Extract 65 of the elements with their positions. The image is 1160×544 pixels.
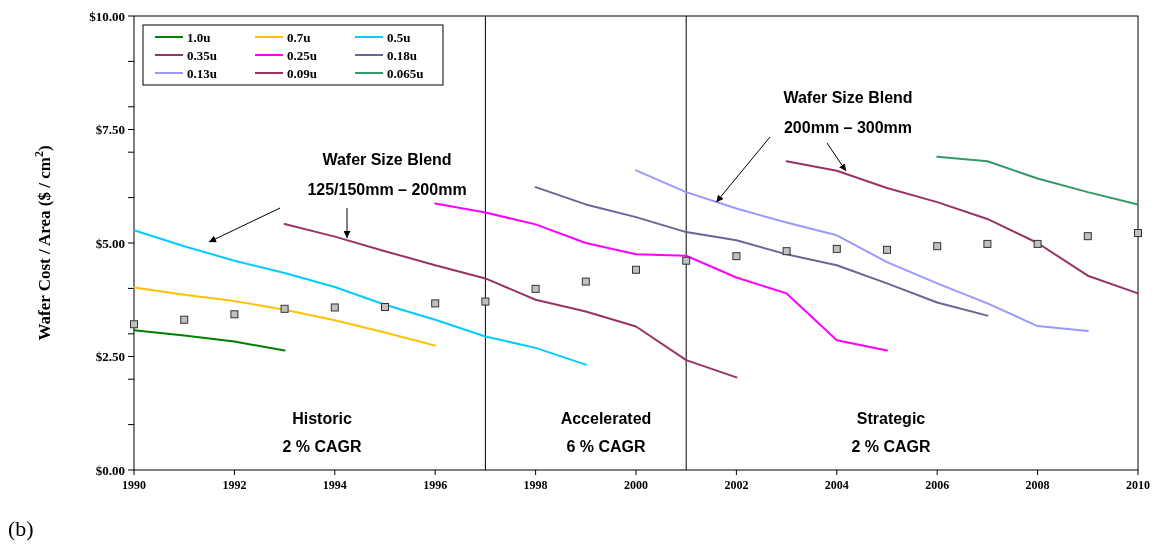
line-series xyxy=(133,286,437,347)
annotation: 125/150mm – 200mm xyxy=(307,181,467,198)
point xyxy=(481,297,490,306)
annotation: 2 % CAGR xyxy=(851,438,932,455)
y-tick-label: $5.00 xyxy=(95,235,125,251)
x-tick-label: 2006 xyxy=(925,478,950,492)
line-series xyxy=(635,169,1089,333)
line-series xyxy=(434,202,888,352)
point xyxy=(983,239,992,248)
x-tick-label: 2002 xyxy=(724,478,749,492)
annotation: Strategic xyxy=(856,410,926,427)
x-tick-label: 1996 xyxy=(423,478,448,492)
line-series xyxy=(534,186,989,317)
x-tick-label: 2010 xyxy=(1126,478,1150,492)
legend-label: 1.0u xyxy=(187,29,211,45)
point xyxy=(180,315,189,324)
x-tick-label: 1994 xyxy=(322,478,347,492)
point xyxy=(230,310,239,319)
annotation: Wafer Size Blend xyxy=(322,151,452,168)
annotation: Wafer Size Blend xyxy=(783,89,913,106)
y-tick-label: $7.50 xyxy=(95,122,125,138)
x-tick-label: 2000 xyxy=(624,478,648,492)
point xyxy=(1083,232,1092,241)
text: (b) xyxy=(8,516,34,541)
legend-label: 0.25u xyxy=(287,47,317,63)
y-tick-label: $2.50 xyxy=(95,349,125,365)
y-tick-label: $0.00 xyxy=(95,462,125,478)
x-tick-label: 1992 xyxy=(222,478,247,492)
line-series xyxy=(785,160,1139,295)
legend-label: 0.13u xyxy=(187,65,217,81)
legend-label: 0.5u xyxy=(387,29,411,45)
annotation: Accelerated xyxy=(560,410,652,427)
legend-label: 0.065u xyxy=(387,65,424,81)
y-tick-label: $10.00 xyxy=(89,8,125,24)
point xyxy=(280,304,289,313)
line-series xyxy=(283,222,738,379)
point xyxy=(1134,229,1142,238)
point xyxy=(732,252,741,261)
point xyxy=(933,242,942,251)
annotation: 200mm – 300mm xyxy=(783,119,913,136)
x-tick-label: 2008 xyxy=(1025,478,1050,492)
annotation: Historic xyxy=(292,410,352,427)
annotation: 6 % CAGR xyxy=(566,438,647,455)
legend-label: 0.7u xyxy=(287,29,311,45)
x-tick-label: 1998 xyxy=(523,478,548,492)
line-series xyxy=(133,229,587,366)
point xyxy=(1033,239,1042,248)
x-tick-label: 1990 xyxy=(122,478,146,492)
point xyxy=(431,299,440,308)
point xyxy=(581,277,590,286)
legend-label: 0.18u xyxy=(387,47,417,63)
point xyxy=(531,284,540,293)
point xyxy=(832,244,841,253)
legend-label: 0.09u xyxy=(287,65,317,81)
line-series xyxy=(936,155,1139,206)
x-tick-label: 2004 xyxy=(824,478,849,492)
point xyxy=(130,320,138,329)
annotation: 2 % CAGR xyxy=(282,438,363,455)
point xyxy=(330,303,339,312)
point xyxy=(883,245,891,254)
point xyxy=(782,247,791,256)
point xyxy=(632,265,640,274)
point xyxy=(381,303,389,312)
legend-label: 0.35u xyxy=(187,47,217,63)
point xyxy=(682,256,691,265)
